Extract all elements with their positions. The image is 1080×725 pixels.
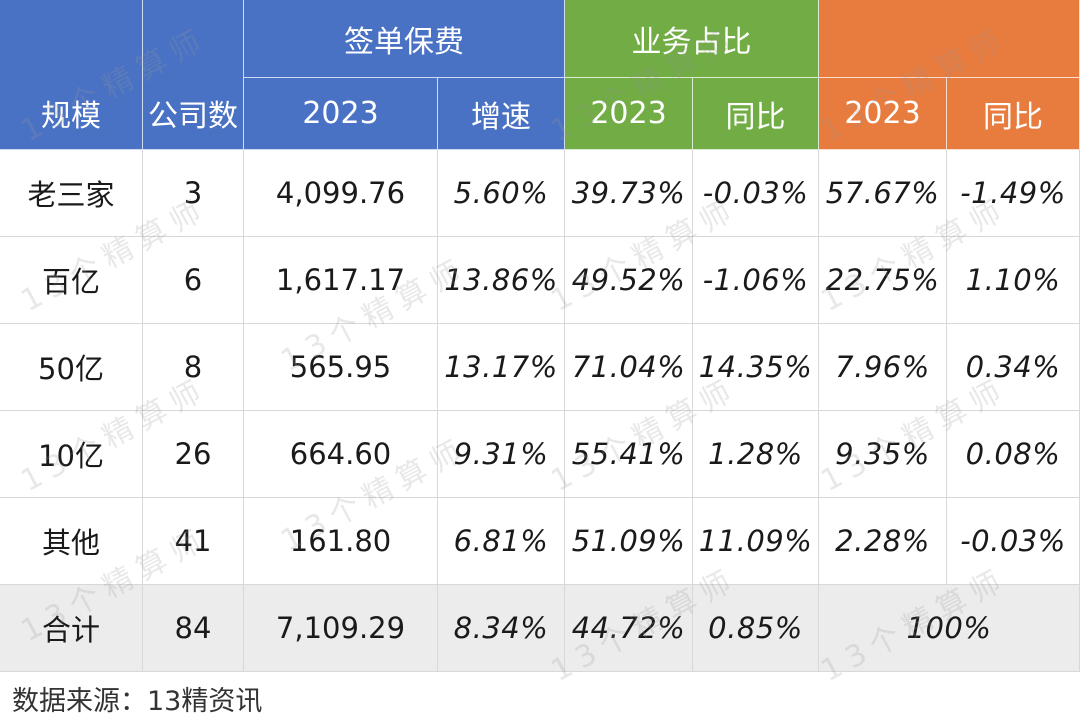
table-cell-premium: 4,099.76 <box>244 150 438 237</box>
total-cell-share: 44.72% <box>565 585 693 672</box>
header-share-2023: 2023 <box>565 78 693 150</box>
table-cell-growth: 5.60% <box>438 150 565 237</box>
table-cell-third-yoy: -1.49% <box>947 150 1080 237</box>
header-premium-2023: 2023 <box>244 78 438 150</box>
table-cell-growth: 9.31% <box>438 411 565 498</box>
premium-table: 规模 公司数 签单保费 业务占比 2023 增速 2023 同比 2023 同比… <box>0 0 1080 672</box>
table-cell-count: 8 <box>143 324 244 411</box>
total-cell-scale: 合计 <box>0 585 143 672</box>
table-cell-premium: 565.95 <box>244 324 438 411</box>
table-cell-share: 55.41% <box>565 411 693 498</box>
header-third-yoy: 同比 <box>947 78 1080 150</box>
header-third-group <box>819 0 1080 78</box>
total-cell-share-yoy: 0.85% <box>693 585 819 672</box>
table-cell-scale: 百亿 <box>0 237 143 324</box>
table-cell-share: 39.73% <box>565 150 693 237</box>
table-cell-third-yoy: -0.03% <box>947 498 1080 585</box>
table-cell-share: 71.04% <box>565 324 693 411</box>
table-cell-share: 49.52% <box>565 237 693 324</box>
header-scale: 规模 <box>0 0 143 150</box>
header-premium-group: 签单保费 <box>244 0 565 78</box>
header-company-count: 公司数 <box>143 0 244 150</box>
table-cell-third-yoy: 0.08% <box>947 411 1080 498</box>
table-cell-share-yoy: 11.09% <box>693 498 819 585</box>
table-cell-growth: 6.81% <box>438 498 565 585</box>
total-cell-third: 100% <box>819 585 1080 672</box>
header-third-2023: 2023 <box>819 78 947 150</box>
total-cell-growth: 8.34% <box>438 585 565 672</box>
table-cell-scale: 其他 <box>0 498 143 585</box>
table-cell-third: 7.96% <box>819 324 947 411</box>
table-cell-premium: 1,617.17 <box>244 237 438 324</box>
table-cell-scale: 老三家 <box>0 150 143 237</box>
table-cell-scale: 10亿 <box>0 411 143 498</box>
table-cell-third-yoy: 0.34% <box>947 324 1080 411</box>
table-cell-share-yoy: -1.06% <box>693 237 819 324</box>
table-cell-scale: 50亿 <box>0 324 143 411</box>
table-cell-growth: 13.17% <box>438 324 565 411</box>
table-cell-third-yoy: 1.10% <box>947 237 1080 324</box>
total-cell-premium: 7,109.29 <box>244 585 438 672</box>
table-cell-count: 26 <box>143 411 244 498</box>
total-cell-count: 84 <box>143 585 244 672</box>
table-cell-share-yoy: 14.35% <box>693 324 819 411</box>
header-premium-growth: 增速 <box>438 78 565 150</box>
table-cell-share-yoy: -0.03% <box>693 150 819 237</box>
table-cell-premium: 161.80 <box>244 498 438 585</box>
header-share-yoy: 同比 <box>693 78 819 150</box>
table-cell-third: 57.67% <box>819 150 947 237</box>
header-share-group: 业务占比 <box>565 0 819 78</box>
table-cell-third: 9.35% <box>819 411 947 498</box>
table-cell-third: 22.75% <box>819 237 947 324</box>
table-cell-third: 2.28% <box>819 498 947 585</box>
table-cell-share: 51.09% <box>565 498 693 585</box>
table-cell-count: 3 <box>143 150 244 237</box>
data-source-note: 数据来源：13精资讯 <box>12 686 263 717</box>
table-cell-premium: 664.60 <box>244 411 438 498</box>
table-cell-share-yoy: 1.28% <box>693 411 819 498</box>
table-cell-count: 6 <box>143 237 244 324</box>
table-cell-count: 41 <box>143 498 244 585</box>
table-cell-growth: 13.86% <box>438 237 565 324</box>
